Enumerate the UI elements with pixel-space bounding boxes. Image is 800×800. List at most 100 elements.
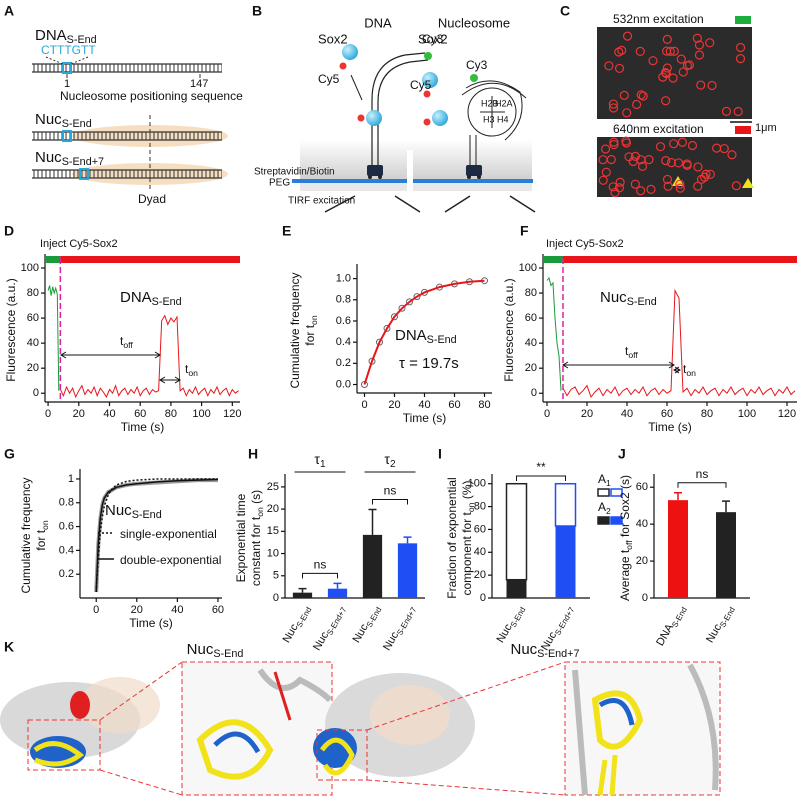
y-axis-label: Fluorescence (a.u.) xyxy=(502,278,516,381)
spot xyxy=(666,157,676,168)
label: Cy5 xyxy=(410,78,432,92)
label: 1 xyxy=(64,78,70,90)
x-axis-label: Time (s) xyxy=(648,420,692,434)
y-axis-label: Cumulative frequency xyxy=(19,477,33,593)
y-tick-label: 40 xyxy=(525,337,537,349)
spot xyxy=(693,162,703,172)
spot xyxy=(636,155,646,165)
spot xyxy=(660,68,671,78)
text-part: S-End xyxy=(427,334,457,346)
annotation: ton xyxy=(185,362,198,378)
spot xyxy=(619,90,629,100)
text-part: Nuc xyxy=(105,502,132,519)
panel-k-drawing xyxy=(0,661,721,796)
label: NucS-End+7 xyxy=(510,641,579,660)
label: Cy3 xyxy=(466,58,488,72)
label: NucS-End xyxy=(187,641,244,660)
annotation: DNAS-End xyxy=(120,289,182,308)
text-part: (%) xyxy=(460,481,474,503)
text-part: Nuc xyxy=(600,289,627,306)
y-tick-label: 100 xyxy=(468,478,486,490)
spot xyxy=(601,167,611,177)
x-tick-label: 40 xyxy=(171,604,183,616)
error-bar xyxy=(298,587,307,593)
x-tick-label: 100 xyxy=(738,408,756,420)
text-part: DNA xyxy=(395,327,427,344)
annotation: toff xyxy=(120,334,133,350)
label: NucS-End+7 xyxy=(35,149,104,168)
text-part: for Sox2 (s) xyxy=(618,475,632,540)
label: DNAS-End xyxy=(35,27,97,46)
spot xyxy=(638,91,648,101)
spot xyxy=(636,90,646,100)
panel-a-drawing xyxy=(32,56,228,190)
text-part: 1 xyxy=(606,478,611,488)
spot xyxy=(608,99,618,109)
bar-segment xyxy=(555,526,576,598)
legend-label: double-exponential xyxy=(120,553,221,567)
x-tick-label: 40 xyxy=(621,408,633,420)
legend-swatch xyxy=(610,516,623,525)
text-part: Nuc xyxy=(187,641,214,658)
text-part: 2 xyxy=(390,459,396,470)
spot xyxy=(668,73,678,83)
y-tick-label: 0.2 xyxy=(59,568,74,580)
y-tick-label: 80 xyxy=(27,287,39,299)
spot xyxy=(637,161,648,171)
spot xyxy=(598,175,608,185)
label: H3 xyxy=(483,114,495,124)
spot xyxy=(662,46,672,56)
annotation: τ = 19.7s xyxy=(399,355,459,372)
phase-bar xyxy=(45,256,61,263)
significance: ns xyxy=(314,558,327,572)
spot xyxy=(682,160,692,170)
annotation: ton xyxy=(683,362,696,378)
y-axis-label: for ton xyxy=(303,315,319,345)
spot xyxy=(707,80,717,91)
y-axis-label: constant for ton (s) xyxy=(249,490,265,586)
significance-bracket xyxy=(516,475,566,481)
x-tick-label: 20 xyxy=(73,408,85,420)
text-part: DNA xyxy=(35,27,67,44)
spot xyxy=(658,72,668,82)
x-tick-label: 80 xyxy=(701,408,713,420)
x-tick-label: 40 xyxy=(103,408,115,420)
panel-letter: I xyxy=(438,446,442,462)
spot xyxy=(614,183,625,193)
y-axis-label: Cumulative frequency xyxy=(288,272,302,388)
label: 1μm xyxy=(755,122,777,134)
arrow-head xyxy=(668,361,675,369)
point xyxy=(376,338,383,346)
legend-label: A1 xyxy=(598,472,611,488)
x-tick-label: 60 xyxy=(448,399,460,411)
spot xyxy=(735,42,746,53)
label: H2A xyxy=(495,98,513,108)
y-axis-label: Exponential time xyxy=(234,493,248,582)
text-part: S-End+7 xyxy=(537,648,579,660)
error-bar xyxy=(403,536,412,544)
spot xyxy=(663,181,673,191)
y-tick-label: 0.6 xyxy=(59,520,74,532)
label: Nucleosome xyxy=(438,15,510,30)
text-part: S-End+7 xyxy=(325,606,348,637)
bar-segment xyxy=(506,579,527,598)
text-part: on xyxy=(188,368,198,378)
spot xyxy=(662,174,673,185)
spot xyxy=(705,169,715,179)
spot xyxy=(676,54,686,64)
spot xyxy=(635,46,645,57)
phase-bar xyxy=(60,256,240,263)
y-tick-label: 0.4 xyxy=(59,544,74,556)
y-tick-label: 80 xyxy=(525,287,537,299)
text-part: 1 xyxy=(320,459,326,470)
panel-b-drawing xyxy=(292,44,536,213)
category-label: DNAS-End xyxy=(654,603,689,649)
error-bar xyxy=(722,500,730,513)
spot xyxy=(608,103,619,113)
spot xyxy=(731,181,741,191)
text-part: S-End xyxy=(718,606,737,630)
x-tick-label: 100 xyxy=(192,408,210,420)
y-tick-label: 1 xyxy=(68,473,74,485)
panel-letter: D xyxy=(4,223,14,239)
label: Streptavidin/Biotin xyxy=(254,167,335,178)
